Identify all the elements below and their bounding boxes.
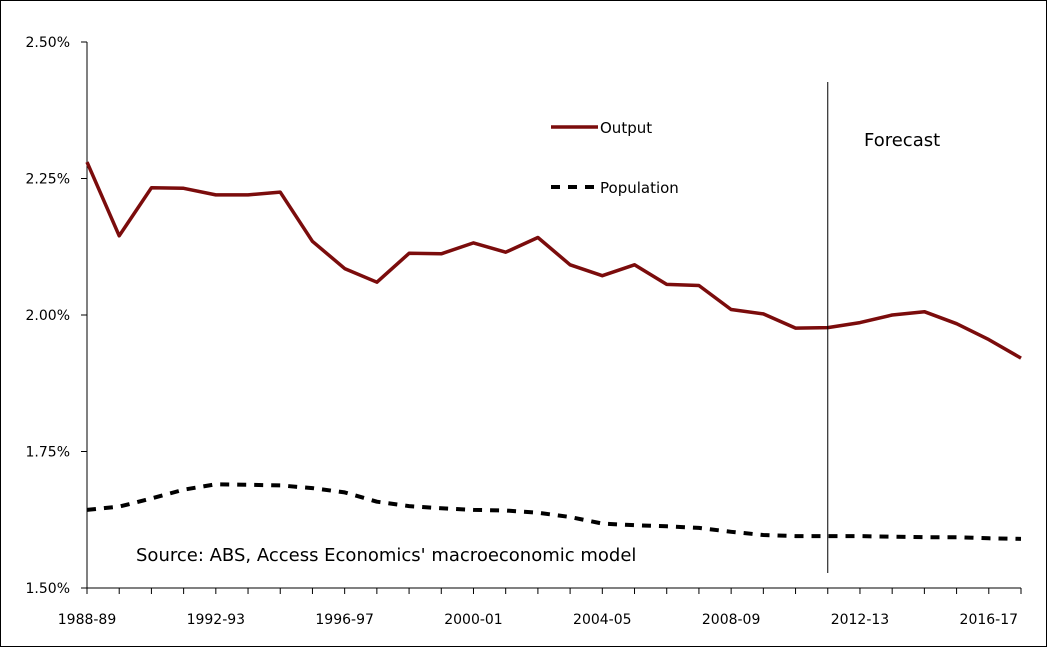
x-tick-labels: 1988-89 1992-93 1996-97 2000-01 2004-05 2008-…	[58, 612, 1018, 628]
legend: Output Population	[551, 119, 679, 197]
x-tick-label: 1996-97	[315, 612, 374, 628]
x-tick-label: 1992-93	[187, 612, 246, 628]
series-line-output	[85, 161, 1022, 360]
x-tick-label: 2000-01	[444, 612, 503, 628]
axes	[81, 41, 1022, 594]
x-tick-label: 2004-05	[573, 612, 632, 628]
legend-population-label: Population	[600, 179, 679, 197]
series-lines	[85, 161, 1022, 541]
x-tick-label: 2016-17	[960, 612, 1019, 628]
y-tick-labels: 2.50% 2.25% 2.00% 1.75% 1.50%	[26, 35, 70, 597]
source-annotation: Source: ABS, Access Economics' macroecon…	[136, 545, 636, 566]
forecast-label: Forecast	[864, 130, 940, 151]
y-tick-label: 2.50%	[26, 35, 70, 51]
y-tick-label: 2.25%	[26, 172, 70, 188]
x-tick-label: 1988-89	[58, 612, 117, 628]
y-tick-label: 2.00%	[26, 308, 70, 324]
series-line-population	[86, 482, 1022, 541]
x-tick-label: 2012-13	[831, 612, 890, 628]
legend-output-label: Output	[600, 119, 652, 137]
x-tick-label: 2008-09	[702, 612, 761, 628]
y-tick-label: 1.50%	[26, 581, 70, 597]
y-tick-label: 1.75%	[26, 445, 70, 461]
